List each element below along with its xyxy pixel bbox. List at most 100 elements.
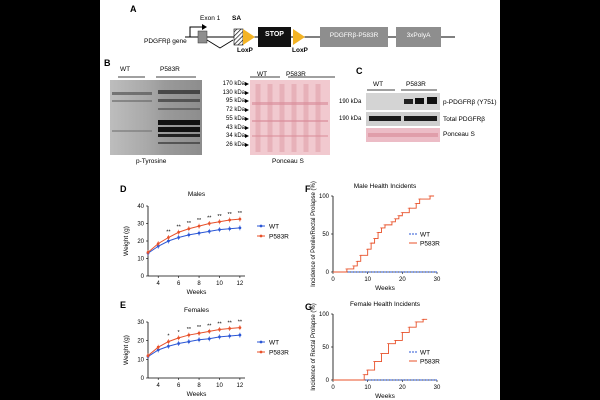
data-point-wt [156, 244, 160, 248]
x-tick-label: 6 [177, 281, 181, 287]
y-axis-label: Incidence of Rectal Prolapse (%) [311, 303, 317, 390]
legend-p583r-label: P583R [269, 234, 289, 241]
panel-b-letter: B [104, 58, 111, 68]
data-point-p583r [156, 242, 160, 246]
data-point-p583r [218, 220, 221, 224]
data-point-wt [238, 333, 242, 337]
data-point-wt [167, 239, 170, 243]
legend-p583r-label: P583R [420, 359, 440, 366]
chart-title: Male Health Incidents [354, 183, 417, 190]
data-point-wt [207, 229, 211, 233]
legend-wt-label: WT [420, 350, 430, 357]
data-point-wt [187, 233, 191, 237]
ponceau-blot [250, 80, 330, 155]
x-tick-label: 12 [237, 383, 244, 389]
data-point-p583r [228, 327, 232, 330]
chart-title: Female Health Incidents [350, 301, 421, 308]
loxp-right-triangle [293, 29, 305, 45]
stop-box [258, 27, 291, 47]
y-axis-label: Weight (g) [123, 226, 130, 256]
mw-marker: 43 kDa [225, 124, 245, 131]
y-tick-label: 10 [137, 257, 144, 263]
x-axis-label: Weeks [187, 391, 207, 398]
x-tick-label: 0 [331, 385, 335, 391]
y-tick-label: 0 [141, 274, 145, 280]
significance-marker: ** [176, 224, 181, 230]
panel-e-letter: E [120, 300, 127, 310]
x-tick-label: 10 [364, 385, 371, 391]
data-point-wt [218, 228, 221, 232]
x-tick-label: 4 [157, 281, 161, 287]
data-point-wt [187, 340, 191, 343]
loxp-right-label: LoxP [292, 47, 308, 54]
y-tick-label: 50 [322, 232, 329, 238]
series-step-p583r [333, 195, 435, 273]
mw-marker: 130 kDa [222, 89, 245, 96]
data-point-wt [197, 231, 201, 235]
y-tick-label: 100 [319, 312, 330, 318]
y-tick-label: 50 [322, 345, 329, 351]
cds-box [320, 27, 388, 47]
legend-p583r-label: P583R [420, 241, 440, 248]
chart-male-incidents: Male Health Incidents 0 50 100 0 10 20 30 Weeks I… [311, 181, 441, 292]
data-point-wt [197, 338, 201, 342]
significance-marker: ** [166, 230, 171, 236]
blot-right-lane-wt: WT [257, 71, 268, 78]
polya-box [396, 27, 441, 47]
data-point-wt [218, 335, 221, 339]
data-point-wt [228, 227, 232, 231]
panel-d-letter: D [120, 184, 127, 194]
legend-p583r-marker [259, 234, 263, 238]
ponceau-caption: Ponceau S [272, 158, 304, 165]
promoter-label: PDGFRβ gene [144, 38, 187, 45]
y-tick-label: 40 [137, 204, 144, 210]
figure-canvas: A PDGFRβ gene Exon 1 SA STOP LoxP LoxP P… [100, 0, 500, 400]
panel-g-letter: G [305, 302, 313, 312]
data-point-p583r [238, 217, 242, 221]
panel-a-letter: A [130, 4, 137, 14]
polya-label: 3xPolyA [406, 32, 431, 39]
c-row1-label: p-PDGFRβ (Y751) [443, 99, 497, 106]
c-row1-mw: 190 kDa [339, 99, 362, 105]
data-point-p583r [218, 328, 221, 331]
series-line-wt [147, 227, 240, 254]
blot-left-lane-p583r: P583R [160, 66, 180, 73]
mw-marker-list: 170 kDa 130 kDa 95 kDa 72 kDa 55 kDa 43 … [207, 80, 245, 150]
data-point-wt [207, 337, 211, 341]
data-point-p583r [228, 218, 232, 222]
sa-box [233, 28, 244, 46]
y-tick-label: 0 [326, 270, 330, 276]
data-point-p583r [177, 336, 181, 340]
x-tick-label: 8 [197, 383, 201, 389]
data-point-p583r [167, 236, 170, 239]
ptyrosine-caption: p-Tyrosine [136, 158, 167, 165]
y-axis-label: Weight (g) [123, 335, 130, 365]
pPDGFRb-bands [404, 97, 437, 104]
data-point-p583r [146, 250, 150, 254]
legend-wt-marker [259, 340, 263, 344]
chart-males-weight: Males 0 10 20 30 40 4 6 8 10 12 Weeks Weight (g) ** **… [123, 191, 289, 296]
x-tick-label: 30 [434, 385, 441, 391]
series-line-p583r [147, 327, 240, 356]
data-point-p583r [146, 354, 150, 357]
significance-marker: * [178, 330, 181, 336]
significance-marker: ** [217, 214, 222, 220]
c-ponceau-bands [368, 133, 438, 137]
data-point-p583r [197, 224, 201, 228]
data-point-p583r [197, 331, 201, 335]
c-lane-wt: WT [373, 81, 384, 88]
data-point-wt [177, 342, 181, 345]
stop-label: STOP [265, 31, 284, 38]
ponceau-lanes [252, 84, 328, 152]
panel-b-lane-bars [118, 76, 335, 78]
significance-marker: ** [187, 221, 192, 227]
data-point-p583r [177, 230, 181, 234]
y-tick-label: 0 [326, 378, 330, 384]
mw-marker: 95 kDa [225, 98, 245, 105]
cds-label: PDGFRβ-P583R [329, 32, 379, 39]
data-point-p583r [238, 326, 242, 329]
panel-c-letter: C [356, 66, 363, 76]
x-tick-label: 10 [364, 277, 371, 283]
data-point-p583r [207, 329, 211, 333]
data-point-wt [156, 348, 160, 352]
